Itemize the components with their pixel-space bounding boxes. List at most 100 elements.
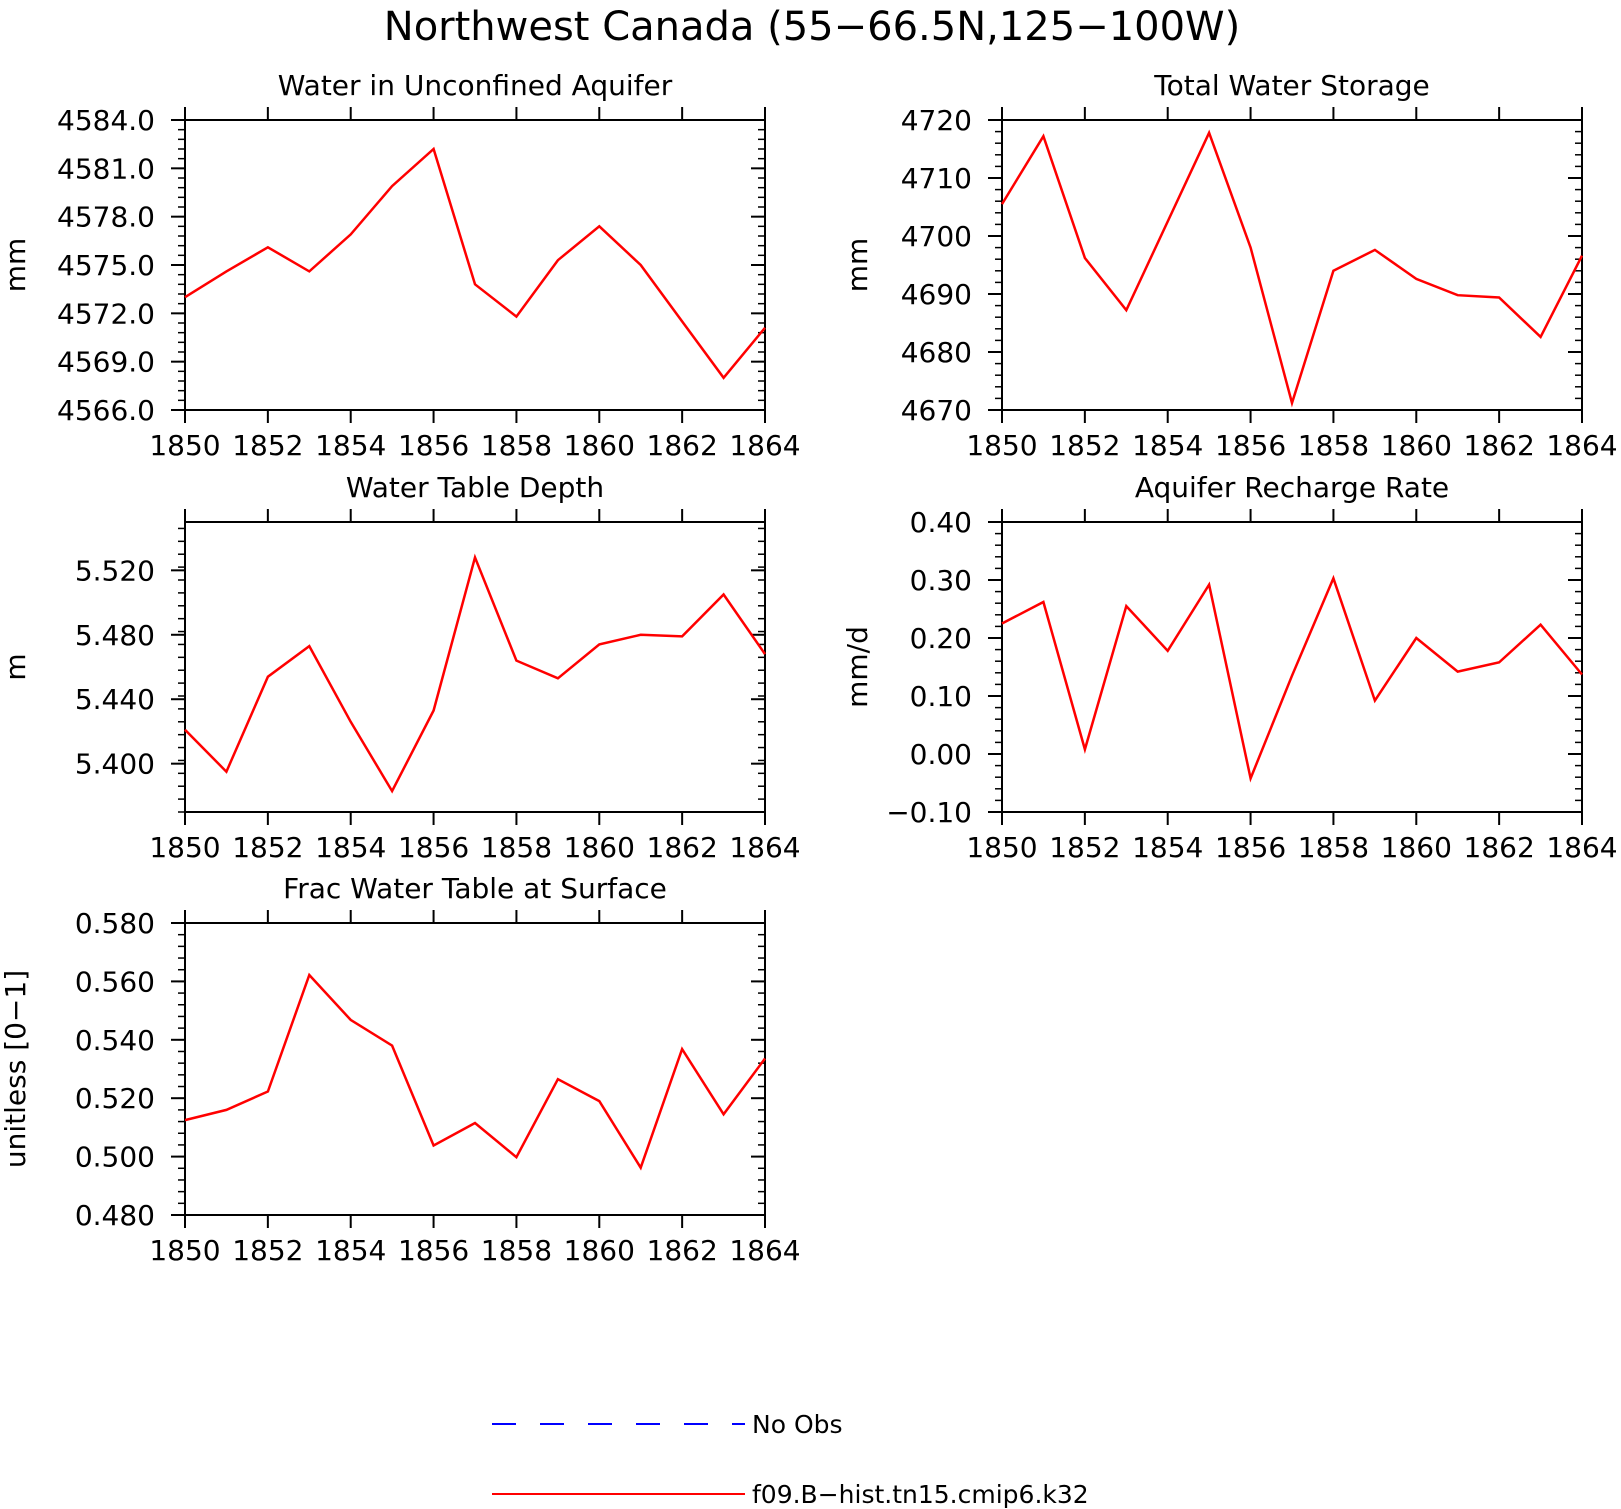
- x-tick-label: 1856: [398, 429, 469, 462]
- y-tick-label: 4566.0: [57, 394, 155, 427]
- plot-frame: [184, 521, 766, 813]
- x-tick-label: 1860: [564, 1234, 635, 1267]
- y-tick-label: 0.40: [910, 506, 972, 539]
- x-tick-label: 1854: [315, 429, 386, 462]
- x-tick-label: 1850: [149, 831, 220, 864]
- y-tick-label: 5.440: [75, 683, 155, 716]
- x-tick-label: 1854: [1132, 831, 1203, 864]
- x-tick-label: 1858: [1298, 429, 1369, 462]
- x-tick-label: 1856: [1215, 429, 1286, 462]
- x-tick-label: 1852: [232, 429, 303, 462]
- x-tick-label: 1850: [149, 1234, 220, 1267]
- y-axis-label: m: [0, 653, 32, 680]
- x-tick-label: 1856: [1215, 831, 1286, 864]
- y-tick-label: 4569.0: [57, 346, 155, 379]
- y-tick-label: 0.500: [75, 1141, 155, 1174]
- x-tick-label: 1864: [729, 1234, 800, 1267]
- y-tick-label: 5.480: [75, 619, 155, 652]
- x-tick-label: 1858: [1298, 831, 1369, 864]
- x-tick-label: 1850: [966, 429, 1037, 462]
- y-tick-label: 4572.0: [57, 297, 155, 330]
- legend-label-model: f09.B−hist.tn15.cmip6.k32: [752, 1480, 1089, 1509]
- y-tick-label: 5.520: [75, 554, 155, 587]
- chart-title: Water Table Depth: [346, 471, 604, 504]
- x-tick-label: 1852: [1049, 831, 1120, 864]
- series-line-1: [1000, 129, 1584, 408]
- y-tick-label: 0.30: [910, 564, 972, 597]
- series-line-1: [184, 553, 767, 794]
- y-tick-label: 0.10: [910, 680, 972, 713]
- x-tick-label: 1864: [729, 429, 800, 462]
- y-tick-label: 4720: [901, 104, 972, 137]
- legend: No Obs f09.B−hist.tn15.cmip6.k32: [492, 1410, 1089, 1509]
- plot-frame: [184, 119, 766, 411]
- x-tick-label: 1854: [315, 831, 386, 864]
- x-tick-label: 1856: [398, 831, 469, 864]
- y-tick-label: 4670: [901, 394, 972, 427]
- x-tick-label: 1860: [564, 429, 635, 462]
- chart-title: Aquifer Recharge Rate: [1135, 471, 1449, 504]
- y-tick-label: 5.400: [75, 748, 155, 781]
- x-tick-label: 1850: [149, 429, 220, 462]
- page-title: Northwest Canada (55−66.5N,125−100W): [384, 4, 1240, 50]
- x-tick-label: 1852: [232, 831, 303, 864]
- y-tick-label: 4578.0: [57, 201, 155, 234]
- chart-panel-5: Frac Water Table at Surface 1850 1852 1854 1…: [0, 872, 801, 1267]
- x-tick-label: 1860: [1381, 831, 1452, 864]
- series-line-1: [184, 972, 767, 1171]
- x-tick-label: 1858: [481, 1234, 552, 1267]
- y-tick-label: 0.580: [75, 907, 155, 940]
- y-tick-label: 4690: [901, 278, 972, 311]
- y-tick-label: 0.00: [910, 738, 972, 771]
- x-tick-label: 1852: [232, 1234, 303, 1267]
- y-tick-label: 4710: [901, 162, 972, 195]
- y-tick-label: 0.560: [75, 965, 155, 998]
- x-tick-label: 1862: [647, 831, 718, 864]
- x-tick-label: 1860: [564, 831, 635, 864]
- x-tick-label: 1858: [481, 429, 552, 462]
- y-tick-label: 4700: [901, 220, 972, 253]
- chart-title: Water in Unconfined Aquifer: [278, 69, 673, 102]
- x-tick-label: 1854: [315, 1234, 386, 1267]
- y-tick-label: 0.20: [910, 622, 972, 655]
- x-tick-label: 1864: [729, 831, 800, 864]
- y-tick-label: 4575.0: [57, 249, 155, 282]
- x-tick-label: 1862: [647, 1234, 718, 1267]
- x-tick-label: 1864: [1546, 429, 1617, 462]
- x-tick-label: 1862: [647, 429, 718, 462]
- y-tick-label: 0.480: [75, 1199, 155, 1232]
- y-axis-label: mm/d: [841, 626, 874, 708]
- y-tick-label: −0.10: [886, 796, 972, 829]
- x-tick-label: 1852: [1049, 429, 1120, 462]
- plot-frame: [1001, 521, 1583, 813]
- y-tick-label: 4680: [901, 336, 972, 369]
- y-tick-label: 0.540: [75, 1024, 155, 1057]
- y-tick-label: 0.520: [75, 1082, 155, 1115]
- plot-frame: [184, 922, 766, 1216]
- x-tick-label: 1862: [1464, 429, 1535, 462]
- x-tick-label: 1856: [398, 1234, 469, 1267]
- chart-panel-3: Water Table Depth 1850 1852 1854 1856 1858 186…: [0, 471, 801, 864]
- x-tick-label: 1850: [966, 831, 1037, 864]
- x-tick-label: 1854: [1132, 429, 1203, 462]
- x-tick-label: 1862: [1464, 831, 1535, 864]
- legend-label-no-obs: No Obs: [752, 1410, 843, 1439]
- x-tick-label: 1864: [1546, 831, 1617, 864]
- chart-panel-1: Water in Unconfined Aquifer 1850 1852 1854 1…: [0, 69, 801, 462]
- y-axis-label: mm: [0, 238, 32, 293]
- chart-panel-2: Total Water Storage 1850 1852 1854 1856 1858 1…: [841, 69, 1618, 462]
- y-axis-label: mm: [841, 238, 874, 293]
- y-tick-label: 4581.0: [57, 152, 155, 185]
- series-line-1: [1001, 574, 1583, 783]
- chart-panel-4: Aquifer Recharge Rate 1850 1852 1854 1856 185…: [841, 471, 1618, 864]
- y-tick-label: 4584.0: [57, 104, 155, 137]
- chart-panels: Water in Unconfined Aquifer 1850 1852 1854 1…: [0, 69, 1618, 1267]
- series-line-1: [184, 146, 766, 380]
- y-axis-label: unitless [0−1]: [0, 970, 32, 1168]
- x-tick-label: 1858: [481, 831, 552, 864]
- plot-frame: [1001, 119, 1583, 411]
- chart-title: Frac Water Table at Surface: [283, 872, 667, 905]
- chart-title: Total Water Storage: [1153, 69, 1430, 102]
- x-tick-label: 1860: [1381, 429, 1452, 462]
